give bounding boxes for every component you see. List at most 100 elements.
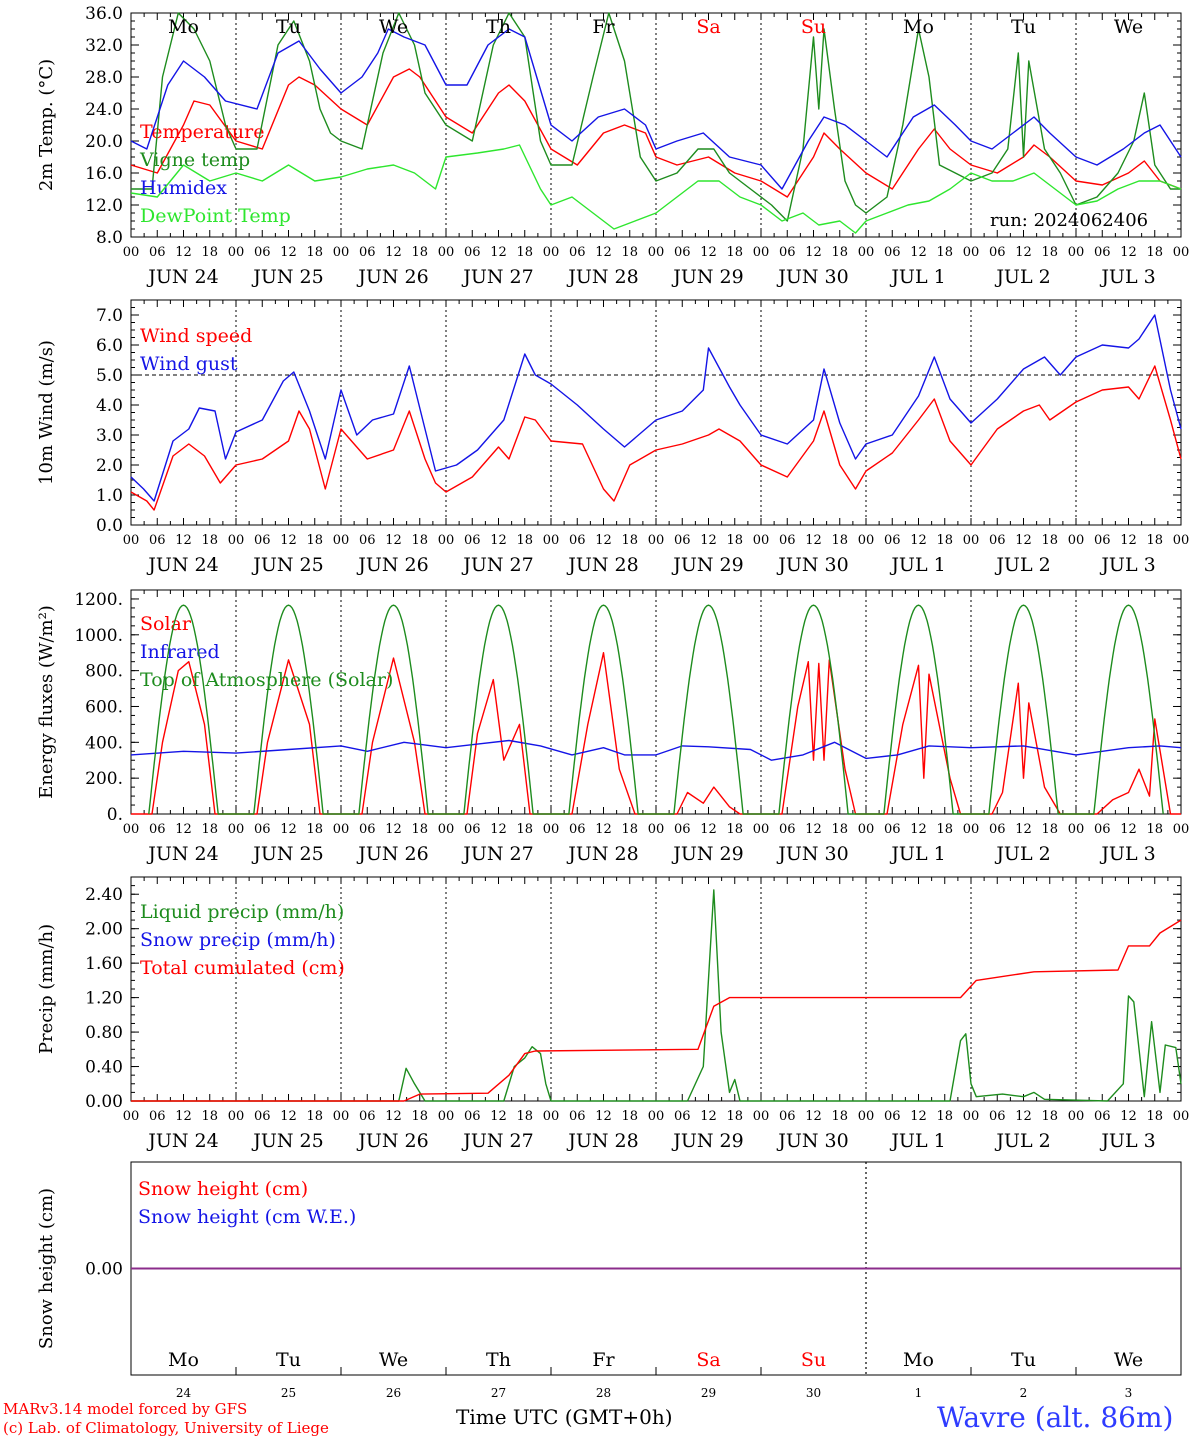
hour-label: 12 <box>595 822 612 837</box>
hour-label: 06 <box>884 533 901 548</box>
legend-entry: Wind speed <box>140 325 252 347</box>
y-tick-label: 24.0 <box>85 100 123 120</box>
footer-lab-credit: (c) Lab. of Climatology, University of L… <box>3 1419 329 1437</box>
weekday-label: Mo <box>168 16 199 38</box>
hour-label: 00 <box>753 822 770 837</box>
date-label: JUN 29 <box>671 554 743 576</box>
date-label: JUL 2 <box>994 266 1050 288</box>
hour-label: 12 <box>1015 1109 1032 1124</box>
hour-label: 18 <box>306 245 323 260</box>
hour-label: 06 <box>884 822 901 837</box>
hour-label: 12 <box>490 1109 507 1124</box>
hour-label: 12 <box>490 533 507 548</box>
hour-label: 00 <box>123 533 140 548</box>
footer-model-credit: MARv3.14 model forced by GFS <box>3 1400 248 1418</box>
hour-label: 12 <box>280 533 297 548</box>
hour-label: 06 <box>569 245 586 260</box>
hour-label: 18 <box>411 245 428 260</box>
hour-label: 00 <box>1068 245 1085 260</box>
hour-label: 06 <box>149 245 166 260</box>
hour-label: 18 <box>726 245 743 260</box>
y-tick-label: 0.80 <box>85 1023 123 1043</box>
hour-label: 06 <box>464 245 481 260</box>
weekday-label: Mo <box>903 1349 934 1371</box>
weekday-label: Su <box>801 1349 826 1371</box>
hour-label: 06 <box>674 1109 691 1124</box>
day-number-label: 3 <box>1125 1386 1133 1400</box>
weekday-label: Fr <box>592 1349 615 1371</box>
hour-label: 00 <box>543 822 560 837</box>
legend-entry: Snow height (cm W.E.) <box>138 1206 356 1228</box>
hour-label: 18 <box>1041 1109 1058 1124</box>
date-label: JUN 30 <box>776 266 848 288</box>
y-tick-label: 32.0 <box>85 36 123 56</box>
legend-entry: Temperature <box>140 121 264 143</box>
legend-entry: Vigne temp <box>139 149 250 171</box>
legend-entry: Wind gust <box>140 353 238 375</box>
weekday-label: Mo <box>168 1349 199 1371</box>
date-label: JUN 26 <box>356 266 428 288</box>
hour-label: 12 <box>805 822 822 837</box>
hour-label: 18 <box>726 822 743 837</box>
hour-label: 00 <box>228 245 245 260</box>
day-number-label: 2 <box>1020 1386 1028 1400</box>
hour-label: 12 <box>1015 822 1032 837</box>
day-number-label: 27 <box>491 1386 506 1400</box>
hour-label: 00 <box>438 822 455 837</box>
series-line-solar <box>131 652 1181 815</box>
hour-label: 06 <box>1094 245 1111 260</box>
hour-label: 18 <box>516 1109 533 1124</box>
day-number-label: 26 <box>386 1386 401 1400</box>
hour-label: 18 <box>516 533 533 548</box>
y-tick-label: 1000. <box>74 626 123 646</box>
hour-label: 18 <box>726 1109 743 1124</box>
hour-label: 12 <box>280 822 297 837</box>
y-tick-label: 400. <box>85 733 123 753</box>
hour-label: 00 <box>543 245 560 260</box>
hour-label: 12 <box>595 1109 612 1124</box>
hour-label: 12 <box>385 822 402 837</box>
y-tick-label: 0.00 <box>85 1092 123 1112</box>
day-number-label: 25 <box>281 1386 296 1400</box>
date-label: JUL 1 <box>889 266 945 288</box>
hour-label: 06 <box>674 822 691 837</box>
day-number-label: 29 <box>701 1386 716 1400</box>
y-axis-label: Snow height (cm) <box>36 1188 57 1349</box>
hour-label: 12 <box>805 245 822 260</box>
y-tick-label: 8.0 <box>96 228 123 248</box>
hour-label: 12 <box>385 1109 402 1124</box>
hour-label: 18 <box>936 1109 953 1124</box>
weekday-label: We <box>379 1349 408 1371</box>
y-tick-label: 2.00 <box>85 920 123 940</box>
hour-label: 12 <box>805 1109 822 1124</box>
hour-label: 06 <box>884 245 901 260</box>
hour-label: 00 <box>123 822 140 837</box>
hour-label: 06 <box>1094 1109 1111 1124</box>
hour-label: 00 <box>858 822 875 837</box>
hour-label: 00 <box>858 245 875 260</box>
y-tick-label: 200. <box>85 769 123 789</box>
weekday-label: Th <box>486 1349 511 1371</box>
date-label: JUN 24 <box>146 554 218 576</box>
hour-label: 06 <box>359 822 376 837</box>
hour-label: 12 <box>385 245 402 260</box>
date-label: JUN 27 <box>461 843 533 865</box>
date-label: JUN 25 <box>251 1130 323 1152</box>
y-tick-label: 2.0 <box>96 456 123 476</box>
hour-label: 18 <box>621 533 638 548</box>
y-tick-label: 28.0 <box>85 68 123 88</box>
hour-label: 00 <box>1068 822 1085 837</box>
hour-label: 00 <box>1173 245 1190 260</box>
hour-label: 06 <box>359 533 376 548</box>
hour-label: 18 <box>306 533 323 548</box>
hour-label: 00 <box>1068 533 1085 548</box>
weekday-label: Su <box>801 16 826 38</box>
hour-label: 12 <box>910 245 927 260</box>
series-line-humidex <box>130 28 1182 190</box>
hour-label: 12 <box>595 245 612 260</box>
date-label: JUL 3 <box>1099 266 1155 288</box>
y-tick-label: 2.40 <box>85 885 123 905</box>
y-axis-label: 10m Wind (m/s) <box>36 340 57 485</box>
hour-label: 06 <box>1094 822 1111 837</box>
date-label: JUN 30 <box>776 843 848 865</box>
